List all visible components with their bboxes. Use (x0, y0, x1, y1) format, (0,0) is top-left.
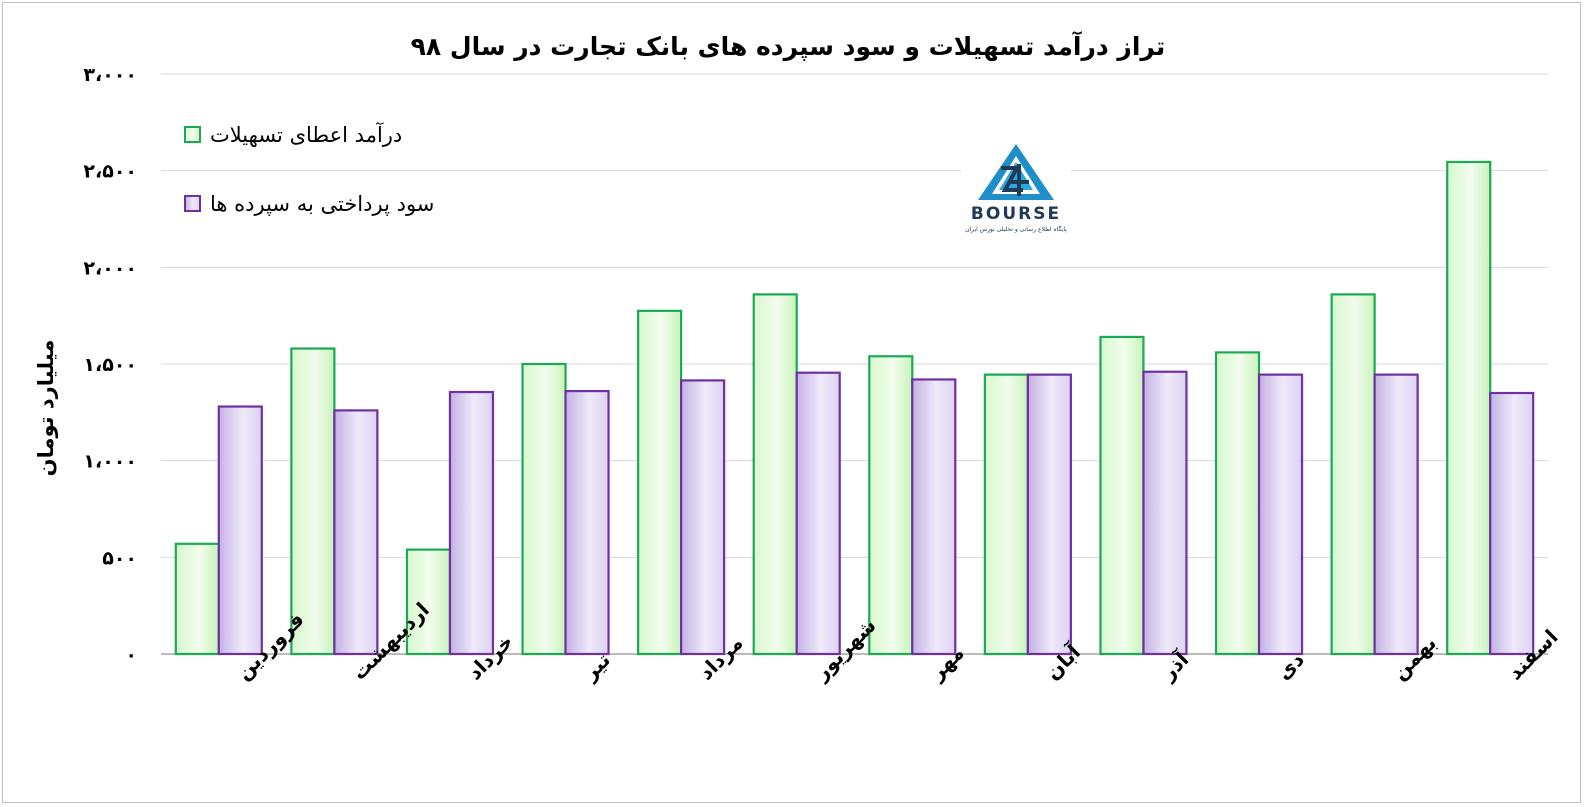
bar-deposit-interest (680, 379, 726, 656)
bar-deposit-interest (333, 409, 379, 656)
bourse24-logo: BOURSE پایگاه اطلاع رسانی و تحلیلی بورس … (961, 138, 1071, 240)
bar-loan-income (1446, 160, 1492, 656)
bar-deposit-interest (1257, 373, 1304, 656)
bar-deposit-interest (448, 390, 495, 656)
legend-item-loans: درآمد اعطای تسهیلات (184, 122, 402, 147)
legend-label-deposits: سود پرداختی به سپرده ها (210, 192, 434, 216)
legend-swatch-deposits (184, 195, 201, 212)
chart-title: تراز درآمد تسهیلات و سود سپرده های بانک … (411, 31, 1166, 62)
bar-deposit-interest (1373, 373, 1419, 656)
bars (174, 160, 1535, 656)
bourse24-logo-icon (978, 144, 1054, 200)
bar-deposit-interest (1142, 370, 1188, 656)
y-tick-label: ۲،۰۰۰ (83, 257, 137, 279)
y-tick-label: ۱،۰۰۰ (83, 451, 137, 473)
y-axis-title: میلیارد تومان (34, 340, 58, 477)
bar-deposit-interest (217, 405, 263, 656)
bar-deposit-interest (1489, 391, 1535, 656)
bar-deposit-interest (1026, 373, 1072, 656)
bar-chart: تراز درآمد تسهیلات و سود سپرده های بانک … (34, 31, 1563, 685)
logo-tagline: پایگاه اطلاع رسانی و تحلیلی بورس ایران (965, 225, 1067, 233)
bar-deposit-interest (911, 378, 957, 656)
bar-deposit-interest (795, 371, 841, 656)
bar-loan-income (752, 293, 798, 656)
legend-item-deposits: سود پرداختی به سپرده ها (184, 192, 434, 216)
legend-label-loans: درآمد اعطای تسهیلات (210, 122, 402, 147)
y-tick-label: ۵۰۰ (102, 547, 137, 569)
y-tick-label: ۲،۵۰۰ (83, 161, 137, 183)
bar-loan-income (1099, 335, 1145, 656)
bar-deposit-interest (564, 389, 610, 656)
bar-loan-income (521, 362, 567, 656)
bar-loan-income (290, 347, 336, 656)
bar-loan-income (1214, 351, 1261, 656)
y-tick-label: ۳،۰۰۰ (83, 64, 137, 86)
y-tick-label: ۰ (125, 644, 137, 666)
legend-swatch-loans (184, 126, 201, 143)
bar-loan-income (1330, 293, 1376, 656)
bar-loan-income (637, 309, 683, 656)
y-axis-ticks: ۰ ۵۰۰ ۱،۰۰۰ ۱،۵۰۰ ۲،۰۰۰ ۲،۵۰۰ ۳،۰۰۰ (83, 64, 137, 666)
y-tick-label: ۱،۵۰۰ (83, 354, 137, 376)
legend: درآمد اعطای تسهیلات سود پرداختی به سپرده… (184, 122, 434, 216)
bar-loan-income (868, 355, 914, 656)
bar-loan-income (174, 542, 220, 656)
bar-loan-income (983, 373, 1029, 656)
bar-loan-income (405, 548, 452, 656)
logo-brand: BOURSE (971, 204, 1061, 224)
gridlines (161, 73, 1548, 655)
